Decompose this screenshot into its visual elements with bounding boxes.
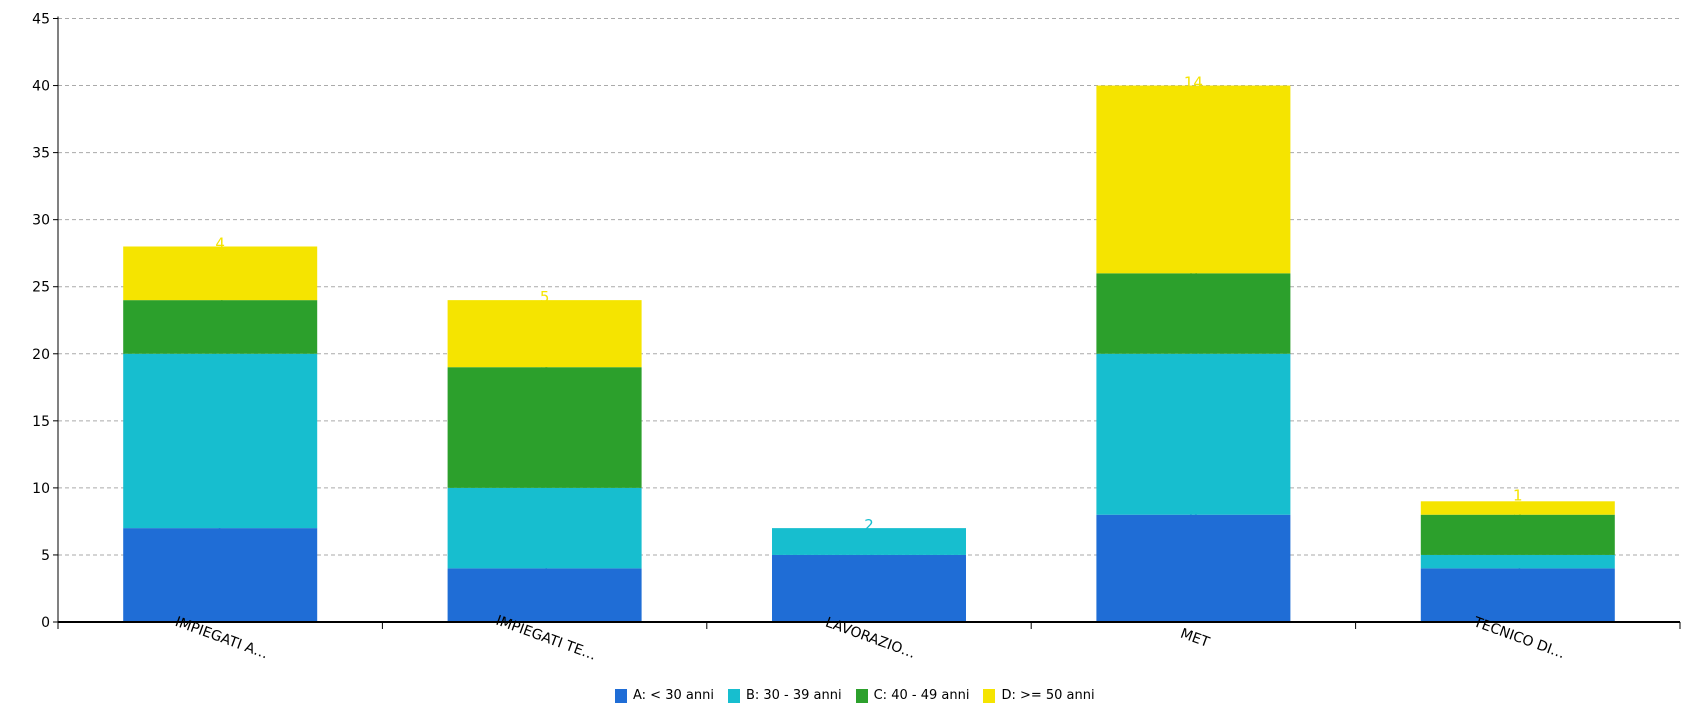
y-tick-label: 35 xyxy=(32,146,50,162)
y-tick-label: 0 xyxy=(41,615,50,631)
data-label: 1 xyxy=(1513,487,1523,505)
bar-segment xyxy=(1420,501,1615,515)
legend-swatch xyxy=(855,688,868,703)
legend-item[interactable]: C: 40 - 49 anni xyxy=(855,688,970,703)
legend-label: A: < 30 anni xyxy=(633,688,714,703)
bar-segment xyxy=(1096,273,1291,354)
bar-segment xyxy=(1420,568,1615,622)
y-tick-label: 45 xyxy=(32,12,50,28)
bar-segment xyxy=(1420,514,1615,555)
legend-item[interactable]: A: < 30 anni xyxy=(615,688,714,703)
bar-segment xyxy=(772,554,966,622)
bar-segment xyxy=(772,528,966,555)
bar-segment xyxy=(447,568,642,622)
bar-segment xyxy=(123,300,318,354)
bar-segment xyxy=(1420,554,1615,569)
y-tick-label: 20 xyxy=(32,347,50,363)
legend-item[interactable]: D: >= 50 anni xyxy=(983,688,1095,703)
bar-segment xyxy=(123,353,318,529)
data-label: 2 xyxy=(864,516,874,534)
bar-segment xyxy=(1096,85,1291,274)
y-tick-label: 30 xyxy=(32,213,50,229)
data-label: 14 xyxy=(1184,74,1203,92)
y-tick-label: 5 xyxy=(41,548,50,564)
legend-swatch xyxy=(727,688,740,703)
bar-segment xyxy=(123,246,318,301)
bar-segment xyxy=(1096,514,1291,622)
legend-label: D: >= 50 anni xyxy=(1001,688,1095,703)
bar-segment xyxy=(447,487,642,569)
data-label: 5 xyxy=(540,288,550,306)
x-tick-label: MET xyxy=(1178,626,1212,651)
legend-label: B: 30 - 39 anni xyxy=(745,688,842,703)
data-label: 4 xyxy=(215,234,225,252)
bar-segment xyxy=(447,367,642,488)
bar-segment xyxy=(447,300,642,368)
legend-swatch xyxy=(615,688,627,703)
legend-swatch xyxy=(983,688,996,703)
legend-item[interactable]: B: 30 - 39 anni xyxy=(727,688,842,703)
legend-label: C: 40 - 49 anni xyxy=(873,688,970,703)
bar-segment xyxy=(1096,353,1291,515)
y-tick-label: 10 xyxy=(32,481,50,497)
bar-segment xyxy=(123,528,318,622)
legend: A: < 30 anni B: 30 - 39 anni C: 40 - 49 an… xyxy=(615,688,1095,703)
y-tick-label: 25 xyxy=(32,280,50,296)
y-tick-label: 15 xyxy=(32,414,50,430)
y-tick-label: 40 xyxy=(32,79,50,95)
